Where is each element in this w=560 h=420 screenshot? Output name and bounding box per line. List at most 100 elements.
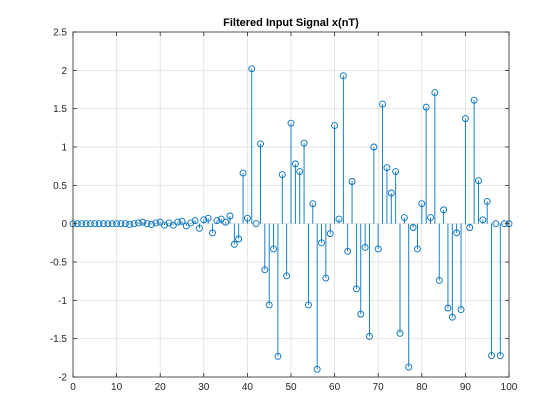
stem-marker — [335, 215, 343, 223]
stem-80 — [418, 200, 426, 224]
stem-59 — [326, 223, 334, 238]
stem-marker — [200, 216, 208, 224]
stem-75 — [396, 223, 404, 337]
stem-2 — [78, 220, 86, 228]
stem-marker — [461, 115, 469, 123]
stem-96 — [488, 223, 496, 359]
y-tick-labels: -2 -1.5 -1 -0.5 0 0.5 1 1.5 2 2.5 — [50, 28, 68, 384]
stem-marker — [357, 310, 365, 318]
stem-marker — [304, 301, 312, 309]
stem-88 — [453, 223, 461, 237]
stem-16 — [139, 218, 147, 226]
stem-marker — [126, 220, 134, 228]
stem-marker — [396, 329, 404, 337]
stem-48 — [278, 171, 286, 224]
stem-79 — [413, 223, 421, 253]
stem-marker — [387, 189, 395, 197]
x-tick-label: 90 — [460, 382, 472, 393]
stem-65 — [352, 223, 360, 293]
stem-84 — [435, 223, 443, 284]
stem-77 — [405, 223, 413, 371]
stem-68 — [366, 223, 373, 340]
stem-marker — [283, 272, 291, 280]
stem-marker — [108, 220, 116, 228]
x-tick-label: 10 — [111, 382, 123, 393]
stem-marker — [195, 224, 203, 232]
stem-33 — [213, 217, 221, 225]
stem-marker — [326, 230, 334, 238]
stem-marker — [222, 218, 230, 226]
stem-97 — [492, 220, 500, 228]
stem-marker — [270, 245, 278, 253]
stem-24 — [174, 218, 182, 226]
stem-marker — [78, 220, 86, 228]
stem-marker — [191, 217, 199, 225]
stem-40 — [243, 214, 251, 224]
stem-marker — [453, 229, 461, 237]
stem-marker — [496, 352, 504, 359]
stem-marker — [213, 217, 221, 225]
y-tick-label: 1.5 — [53, 104, 67, 115]
stem-marker — [248, 65, 256, 73]
stem-marker — [82, 220, 90, 228]
y-tick-label: 0 — [61, 219, 67, 230]
stem-17 — [143, 220, 151, 228]
stem-marker — [121, 220, 129, 228]
stem-marker — [409, 224, 417, 231]
stem-45 — [265, 223, 273, 309]
stem-83 — [431, 89, 439, 224]
stem-52 — [296, 168, 304, 224]
stem-5 — [91, 220, 99, 228]
stem-marker — [261, 266, 269, 274]
stem-54 — [304, 223, 312, 309]
stem-3 — [82, 220, 90, 228]
stem-marker — [296, 168, 304, 175]
stem-44 — [261, 223, 269, 274]
x-tick-label: 40 — [242, 382, 254, 393]
stem-9 — [108, 220, 116, 228]
stem-marker — [405, 363, 413, 371]
stem-marker — [226, 212, 234, 220]
x-tick-label: 80 — [416, 382, 428, 393]
x-tick-label: 100 — [501, 382, 518, 393]
stem-marker — [139, 218, 147, 226]
x-tick-label: 70 — [373, 382, 385, 393]
stem-11 — [117, 220, 125, 228]
stem-14 — [130, 220, 138, 228]
stem-95 — [483, 197, 491, 224]
chart-title: Filtered Input Signal x(nT) — [223, 17, 359, 29]
x-tick-label: 0 — [70, 382, 76, 393]
stem-marker — [339, 72, 347, 80]
stem-8 — [104, 220, 112, 228]
stem-55 — [309, 200, 317, 224]
stem-marker — [265, 301, 273, 309]
stem-marker — [383, 164, 391, 172]
y-tick-label: 1 — [61, 143, 67, 154]
stem-marker — [209, 229, 216, 237]
stem-marker — [204, 214, 212, 222]
stem-marker — [435, 276, 443, 284]
stem-50 — [287, 119, 295, 224]
stem-marker — [117, 220, 125, 228]
stem-marker — [470, 96, 478, 104]
stem-marker — [148, 220, 155, 228]
stem-marker — [400, 214, 408, 221]
stem-36 — [226, 212, 234, 224]
stem-32 — [209, 223, 216, 237]
stem-marker — [313, 365, 321, 373]
stem-marker — [427, 214, 434, 221]
stem-marker — [86, 220, 94, 228]
stem-49 — [283, 223, 291, 280]
y-tick-label: 2.5 — [53, 28, 67, 39]
stem-marker — [479, 216, 487, 224]
stem-72 — [383, 164, 391, 224]
stem-marker — [366, 332, 373, 340]
stem-marker — [492, 220, 500, 228]
stem-marker — [278, 171, 286, 179]
stem-10 — [113, 220, 121, 228]
stem-marker — [239, 169, 247, 177]
stem-marker — [392, 168, 400, 175]
stem-92 — [470, 96, 478, 224]
stem-64 — [348, 178, 356, 224]
stem-78 — [409, 223, 417, 231]
